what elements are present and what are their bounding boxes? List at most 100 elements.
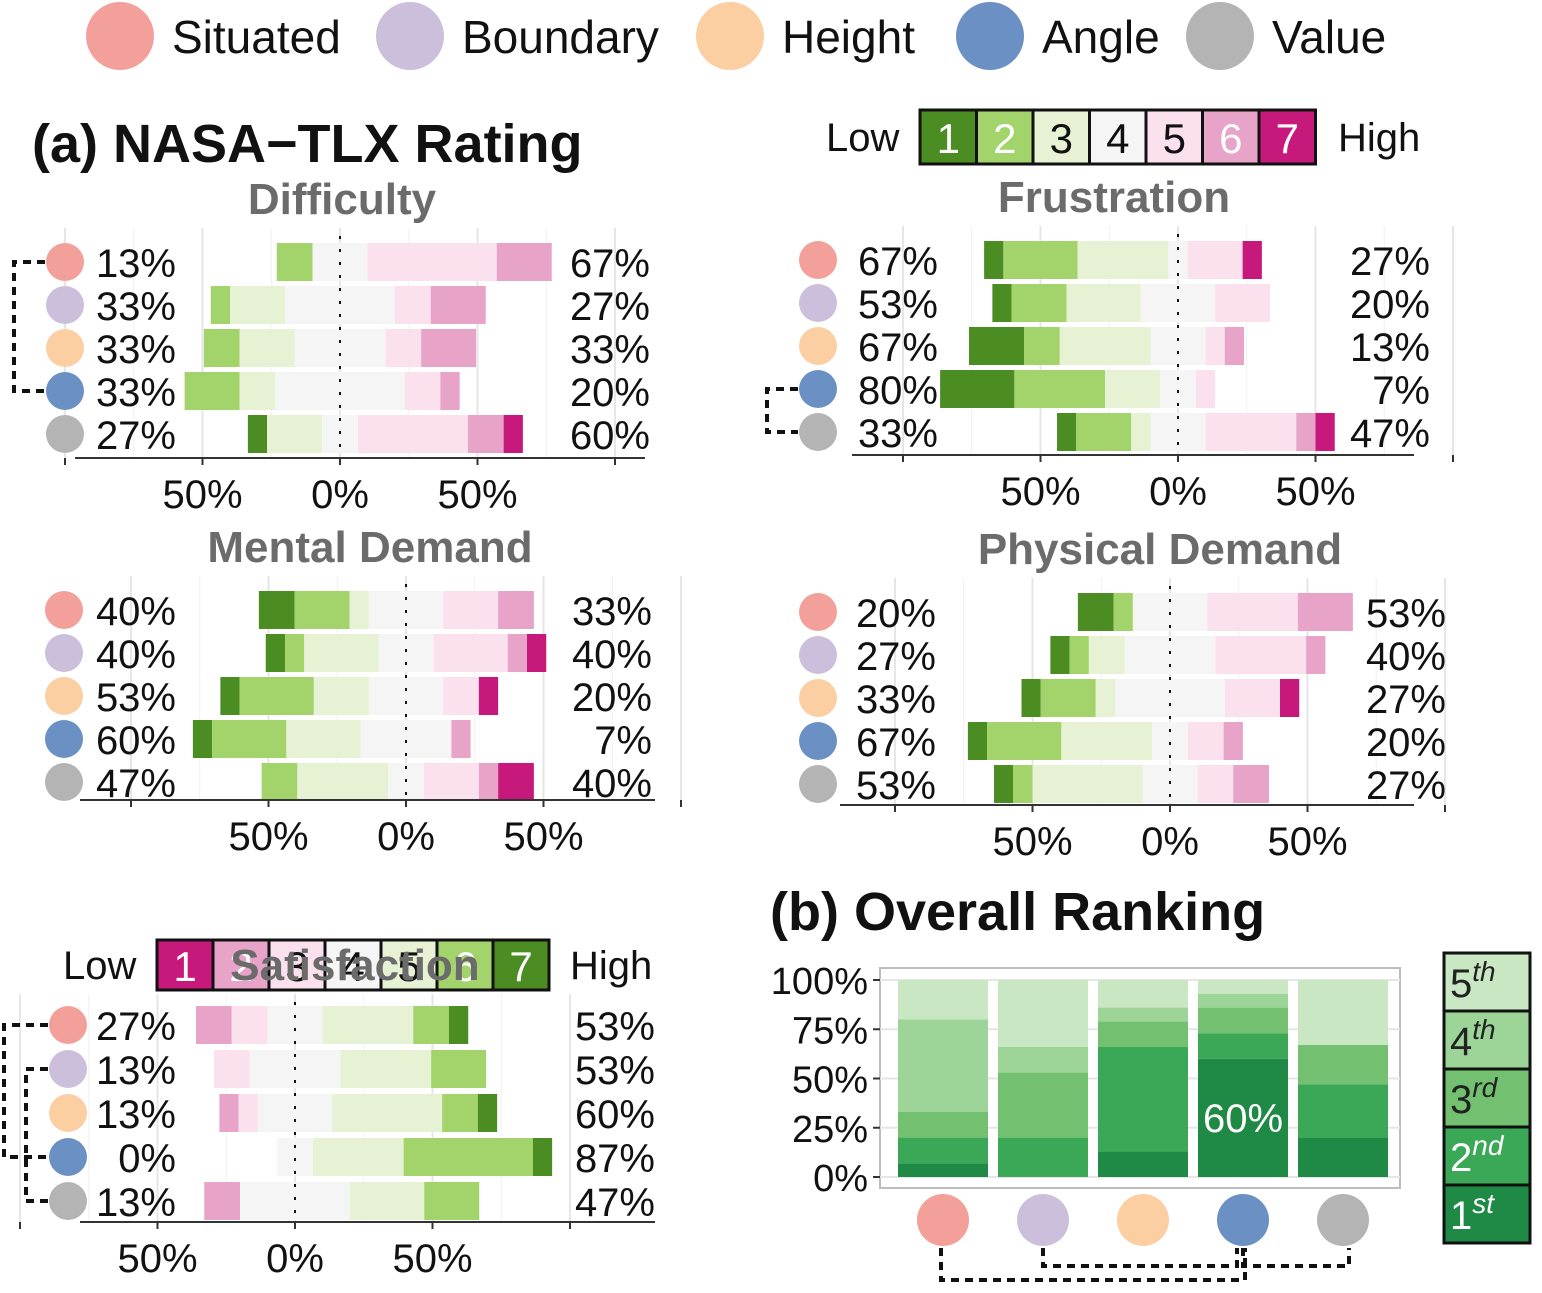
low-percent-label: 33% bbox=[96, 328, 176, 372]
low-percent-label: 27% bbox=[96, 1005, 176, 1049]
bar-angle-level-2 bbox=[987, 722, 1062, 760]
category-dot-situated bbox=[49, 1006, 87, 1044]
high-percent-label: 27% bbox=[1366, 678, 1446, 722]
category-dot-boundary bbox=[49, 1050, 87, 1088]
bar-height-level-5 bbox=[1225, 679, 1280, 717]
high-percent-label: 20% bbox=[570, 371, 650, 415]
category-dot-height bbox=[46, 329, 84, 367]
bar-angle-level-2 bbox=[1014, 370, 1106, 408]
low-percent-label: 67% bbox=[858, 326, 938, 370]
bar-boundary-level-5 bbox=[340, 1050, 432, 1088]
bar-height-level-2 bbox=[1040, 679, 1096, 717]
bar-height-level-2 bbox=[203, 329, 240, 367]
scale-satisfaction-swatch-3 bbox=[267, 938, 327, 992]
category-dot-height bbox=[45, 677, 83, 715]
bar-value-level-2 bbox=[261, 763, 298, 801]
bar-angle-level-4 bbox=[1152, 722, 1188, 760]
bar-height-level-4 bbox=[257, 1094, 333, 1132]
bar-boundary-level-2 bbox=[1011, 284, 1067, 322]
bar-value-level-7 bbox=[503, 415, 523, 453]
scale-satisfaction-level-6: 6 bbox=[453, 943, 476, 990]
bar-angle-level-6 bbox=[1223, 722, 1243, 760]
high-percent-label: 53% bbox=[1366, 592, 1446, 636]
low-percent-label: 13% bbox=[96, 1181, 176, 1225]
bar-angle-level-3 bbox=[1105, 370, 1161, 408]
high-percent-label: 40% bbox=[572, 762, 652, 806]
low-percent-label: 67% bbox=[858, 240, 938, 284]
rank-legend-label: 2nd bbox=[1450, 1130, 1505, 1180]
bar-boundary-level-1 bbox=[1050, 636, 1070, 674]
bar-angle-level-4 bbox=[1160, 370, 1196, 408]
bar-angle-level-4 bbox=[277, 1138, 313, 1176]
high-percent-label: 87% bbox=[575, 1137, 655, 1181]
rank-bar-height-1st bbox=[1098, 1151, 1188, 1177]
significance-bracket bbox=[12, 260, 45, 393]
bar-height-level-5 bbox=[443, 677, 479, 715]
ranking-category-dot-value bbox=[1317, 1194, 1369, 1246]
tick-label: 50% bbox=[1267, 820, 1347, 864]
bar-angle-level-4 bbox=[360, 720, 452, 758]
scale-top-swatch-2 bbox=[975, 108, 1035, 166]
bar-situated-level-6 bbox=[1297, 593, 1353, 631]
tick-label: 50% bbox=[992, 820, 1072, 864]
scale-satisfaction-swatch-7 bbox=[491, 938, 551, 992]
scale-top-swatch-7 bbox=[1257, 108, 1317, 166]
category-dot-angle bbox=[46, 372, 84, 410]
bar-situated-level-5 bbox=[1187, 241, 1243, 279]
bar-boundary-level-4 bbox=[1124, 636, 1216, 674]
bar-height-level-7 bbox=[1280, 679, 1300, 717]
bar-height-level-7 bbox=[477, 1094, 498, 1132]
bar-value-level-5 bbox=[350, 1182, 425, 1220]
bar-situated-level-6 bbox=[413, 1006, 449, 1044]
y-tick-label: 25% bbox=[792, 1109, 868, 1151]
tick-label: 50% bbox=[162, 473, 242, 517]
category-dot-height bbox=[49, 1094, 87, 1132]
bar-height-level-6 bbox=[421, 329, 477, 367]
rank-bar-value-3rd bbox=[1298, 1045, 1388, 1085]
bar-value-level-1 bbox=[247, 415, 268, 453]
category-dot-value bbox=[46, 415, 84, 453]
high-percent-label: 60% bbox=[575, 1093, 655, 1137]
ranking-category-dot-boundary bbox=[1017, 1194, 1069, 1246]
bar-value-level-7 bbox=[1315, 413, 1335, 451]
scale-satisfaction-level-2: 2 bbox=[229, 943, 252, 990]
bar-boundary-level-5 bbox=[395, 286, 431, 324]
low-percent-label: 53% bbox=[858, 283, 938, 327]
bar-height-level-7 bbox=[478, 677, 499, 715]
scale-top-high-label: High bbox=[1338, 116, 1420, 160]
high-percent-label: 40% bbox=[572, 633, 652, 677]
tick-label: 50% bbox=[437, 473, 517, 517]
bar-situated-level-1 bbox=[984, 241, 1004, 279]
bar-value-level-6 bbox=[1233, 765, 1269, 803]
scale-top-level-4: 4 bbox=[1106, 115, 1129, 162]
rank-bar-boundary-3rd bbox=[998, 1072, 1088, 1138]
bar-boundary-level-6 bbox=[1306, 636, 1326, 674]
scale-top-level-7: 7 bbox=[1276, 115, 1299, 162]
panel-frustration: Frustration 67% 27% 53% 20% 67% 13% 80% 7% 33% 47%… bbox=[765, 173, 1454, 514]
bar-height-level-3 bbox=[238, 1094, 258, 1132]
section-b-title: (b) Overall Ranking bbox=[770, 882, 1265, 942]
low-percent-label: 47% bbox=[96, 762, 176, 806]
significance-bracket bbox=[1041, 1248, 1239, 1268]
scale-top-swatch-5 bbox=[1144, 108, 1204, 166]
bar-situated-level-2 bbox=[1113, 593, 1133, 631]
bar-situated-level-3 bbox=[1077, 241, 1169, 279]
rank-legend-label: 5th bbox=[1450, 956, 1496, 1006]
bar-value-level-4 bbox=[240, 1182, 350, 1220]
low-percent-label: 33% bbox=[96, 285, 176, 329]
rank-bar-angle-2nd bbox=[1198, 1033, 1288, 1059]
rank-legend-swatch-1st bbox=[1442, 1183, 1532, 1245]
low-percent-label: 27% bbox=[856, 635, 936, 679]
panel-physical-demand-title: Physical Demand bbox=[978, 525, 1342, 574]
bar-height-level-1 bbox=[1021, 679, 1041, 717]
scale-satisfaction-swatch-4 bbox=[323, 938, 383, 992]
bar-angle-level-5 bbox=[1195, 370, 1216, 408]
legend-swatch-angle bbox=[956, 2, 1024, 70]
bar-value-level-5 bbox=[357, 415, 468, 453]
bar-boundary-level-1 bbox=[265, 634, 285, 672]
bar-value-level-5 bbox=[423, 763, 479, 801]
bar-boundary-level-2 bbox=[210, 286, 230, 324]
y-tick-label: 50% bbox=[792, 1060, 868, 1102]
bar-angle-level-1 bbox=[192, 720, 213, 758]
